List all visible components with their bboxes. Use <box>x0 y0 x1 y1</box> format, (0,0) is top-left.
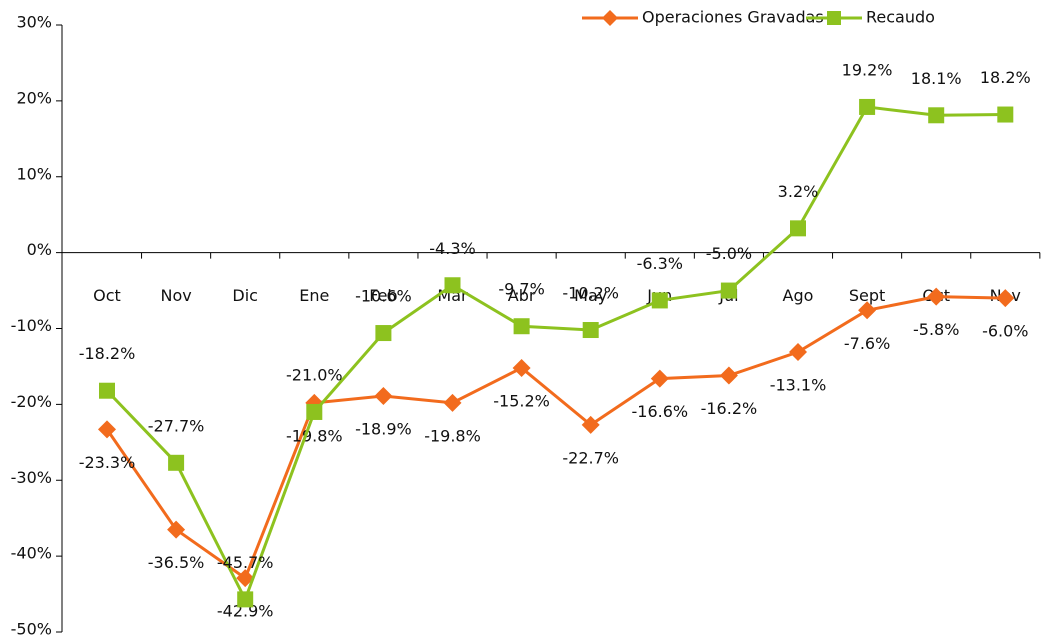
data-label: -9.7% <box>498 280 544 299</box>
data-label: 18.2% <box>980 68 1031 87</box>
y-tick-label: 20% <box>16 88 52 107</box>
data-label: -36.5% <box>148 553 205 572</box>
data-label: -5.8% <box>913 320 959 339</box>
marker <box>375 325 392 342</box>
data-label: -6.3% <box>637 254 683 273</box>
marker <box>790 220 806 237</box>
x-tick-label: Dic <box>232 286 258 305</box>
legend-label: Operaciones Gravadas <box>642 8 824 27</box>
x-tick-label: Ene <box>299 286 329 305</box>
marker <box>444 277 461 294</box>
marker <box>98 420 116 439</box>
y-tick-label: -30% <box>11 468 52 487</box>
y-tick-label: -10% <box>11 316 52 335</box>
data-label: -19.8% <box>424 426 481 445</box>
marker <box>719 366 738 385</box>
data-label: -5.0% <box>706 244 752 263</box>
marker <box>858 301 877 320</box>
marker <box>168 454 185 471</box>
y-tick-label: -50% <box>11 620 52 639</box>
series-line <box>105 105 1006 604</box>
marker <box>167 520 186 539</box>
legend-marker <box>602 10 618 26</box>
marker <box>99 382 115 399</box>
data-label: -10.6% <box>355 287 412 306</box>
marker <box>237 591 254 608</box>
data-label: -19.8% <box>286 426 343 445</box>
data-label: -15.2% <box>493 391 550 410</box>
x-tick-label: Feb <box>369 286 397 305</box>
marker <box>789 343 807 362</box>
data-label: -45.7% <box>217 553 274 572</box>
marker <box>443 393 462 412</box>
x-tick-label: Nov <box>160 286 191 305</box>
data-label: -16.6% <box>631 402 688 421</box>
marker <box>512 358 531 377</box>
data-label: -42.9% <box>217 602 274 621</box>
x-tick-label: Ago <box>783 286 814 305</box>
marker <box>581 415 600 434</box>
x-tick-label: Oct <box>93 286 121 305</box>
data-label: 3.2% <box>778 182 819 201</box>
marker <box>306 403 323 420</box>
data-label: -16.2% <box>701 399 758 418</box>
marker <box>720 282 737 299</box>
legend-label: Recaudo <box>866 8 935 27</box>
marker <box>374 387 393 406</box>
data-label: 19.2% <box>842 60 893 79</box>
x-tick-label: May <box>574 286 607 305</box>
data-label: -18.2% <box>79 344 136 363</box>
data-label: -21.0% <box>286 365 343 384</box>
marker <box>997 106 1014 123</box>
data-label: -27.7% <box>148 416 205 435</box>
legend-marker <box>827 11 841 25</box>
marker <box>236 569 255 588</box>
y-tick-label: -40% <box>11 544 52 563</box>
data-label: -18.9% <box>355 420 412 439</box>
x-tick-label: Abr <box>508 286 536 305</box>
data-label: -22.7% <box>562 448 619 467</box>
data-label: -23.3% <box>79 453 136 472</box>
data-label: -10.2% <box>562 284 619 303</box>
y-tick-label: -20% <box>11 392 52 411</box>
y-tick-label: 30% <box>16 13 52 32</box>
marker <box>928 107 945 124</box>
y-tick-label: 10% <box>16 164 52 183</box>
x-tick-label: Sept <box>849 286 885 305</box>
marker <box>582 322 599 339</box>
series-line <box>105 295 1006 581</box>
marker <box>651 292 668 309</box>
marker <box>859 98 876 115</box>
data-label: -6.0% <box>982 322 1028 341</box>
data-label: -7.6% <box>844 334 890 353</box>
marker <box>927 287 946 306</box>
data-label: 18.1% <box>911 69 962 88</box>
marker <box>996 289 1015 308</box>
data-label: -4.3% <box>429 239 475 258</box>
y-tick-label: 0% <box>27 240 52 259</box>
marker <box>650 369 669 388</box>
data-label: -13.1% <box>770 376 827 395</box>
marker <box>513 318 530 335</box>
